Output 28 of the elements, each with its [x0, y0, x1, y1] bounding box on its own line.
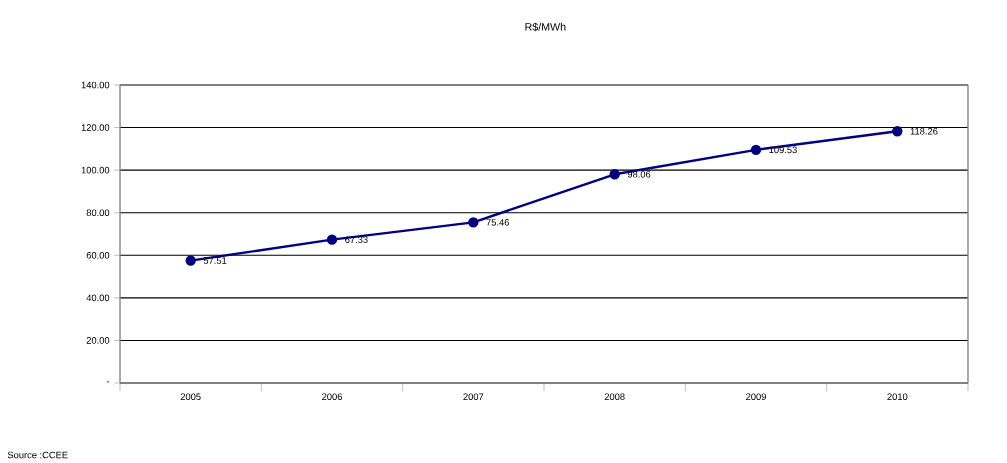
y-tick-label: 80.00 — [86, 209, 110, 216]
data-label: 67.33 — [345, 236, 368, 243]
data-label: 57.51 — [203, 257, 227, 264]
x-tick-label: 2006 — [322, 393, 342, 400]
point — [468, 217, 479, 228]
x-tick-label: 2009 — [746, 393, 766, 400]
y-tick-label: 20.00 — [86, 337, 110, 344]
data-label: 75.46 — [486, 219, 509, 226]
point — [892, 126, 903, 137]
point — [609, 169, 620, 180]
y-tick-label: 120.00 — [81, 124, 110, 131]
x-tick-label: 2010 — [887, 393, 908, 400]
y-tick-label: 60.00 — [86, 251, 110, 259]
point — [326, 234, 338, 245]
y-tick-label: 140.00 — [81, 81, 110, 89]
y-tick-label: 100.00 — [81, 166, 110, 174]
source-note: Source :CCEE — [7, 451, 68, 459]
x-tick-label: 2007 — [463, 393, 484, 400]
chart-title: R$/MWh — [525, 22, 566, 32]
y-tick-label: - — [106, 381, 110, 383]
y-tick-label: 40.00 — [86, 294, 110, 302]
data-label: 109.53 — [769, 146, 797, 154]
point — [185, 255, 196, 266]
data-label: 118.26 — [910, 127, 938, 135]
point — [750, 144, 762, 156]
x-tick-label: 2005 — [180, 393, 201, 400]
x-tick-label: 2008 — [604, 393, 625, 400]
data-label: 98.06 — [627, 170, 651, 178]
